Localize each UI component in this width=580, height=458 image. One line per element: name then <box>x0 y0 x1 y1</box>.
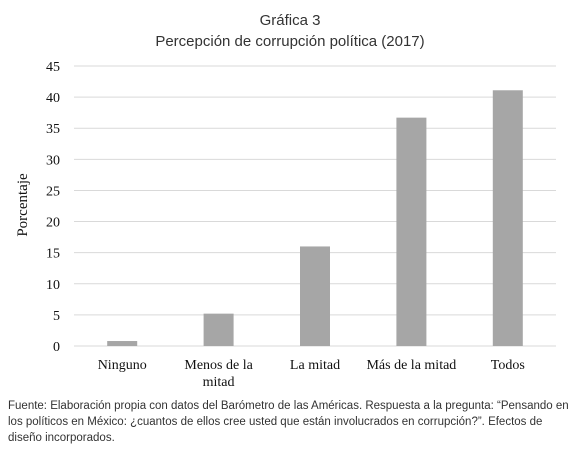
source-caption: Fuente: Elaboración propia con datos del… <box>8 400 569 444</box>
x-tick-label: Más de la mitad <box>366 358 456 373</box>
bar-chart: 0 5 10 15 20 25 30 35 40 45 Ninguno Menos de la mit… <box>15 60 556 390</box>
x-tick-label: La mitad <box>290 358 340 373</box>
bars <box>107 90 523 347</box>
y-axis-ticks: 0 5 10 15 20 25 30 35 40 45 <box>46 60 60 355</box>
y-tick-label: 40 <box>46 91 60 106</box>
x-tick-label: Ninguno <box>98 358 147 373</box>
bar <box>107 341 138 346</box>
chart-title: Gráfica 3 <box>259 12 321 29</box>
y-tick-label: 30 <box>46 153 60 168</box>
bar <box>396 117 427 347</box>
y-tick-label: 45 <box>46 60 60 75</box>
x-tick-label: Todos <box>491 358 525 373</box>
x-tick-label: Menos de la <box>184 358 253 373</box>
grid-lines <box>74 65 556 347</box>
chart-subtitle: Percepción de corrupción política (2017) <box>155 33 425 50</box>
y-tick-label: 25 <box>46 184 60 199</box>
bar <box>203 313 234 346</box>
y-tick-label: 0 <box>53 340 60 355</box>
y-tick-label: 15 <box>46 247 60 262</box>
y-tick-label: 5 <box>53 309 60 324</box>
bar <box>492 90 523 347</box>
x-tick-label: mitad <box>203 375 235 390</box>
y-tick-label: 10 <box>46 278 60 293</box>
bar <box>300 246 330 346</box>
x-axis-ticks: Ninguno Menos de la mitad La mitad Más de la… <box>98 358 525 390</box>
y-tick-label: 20 <box>46 216 60 231</box>
y-tick-label: 35 <box>46 122 60 137</box>
y-axis-label: Porcentaje <box>15 173 31 237</box>
